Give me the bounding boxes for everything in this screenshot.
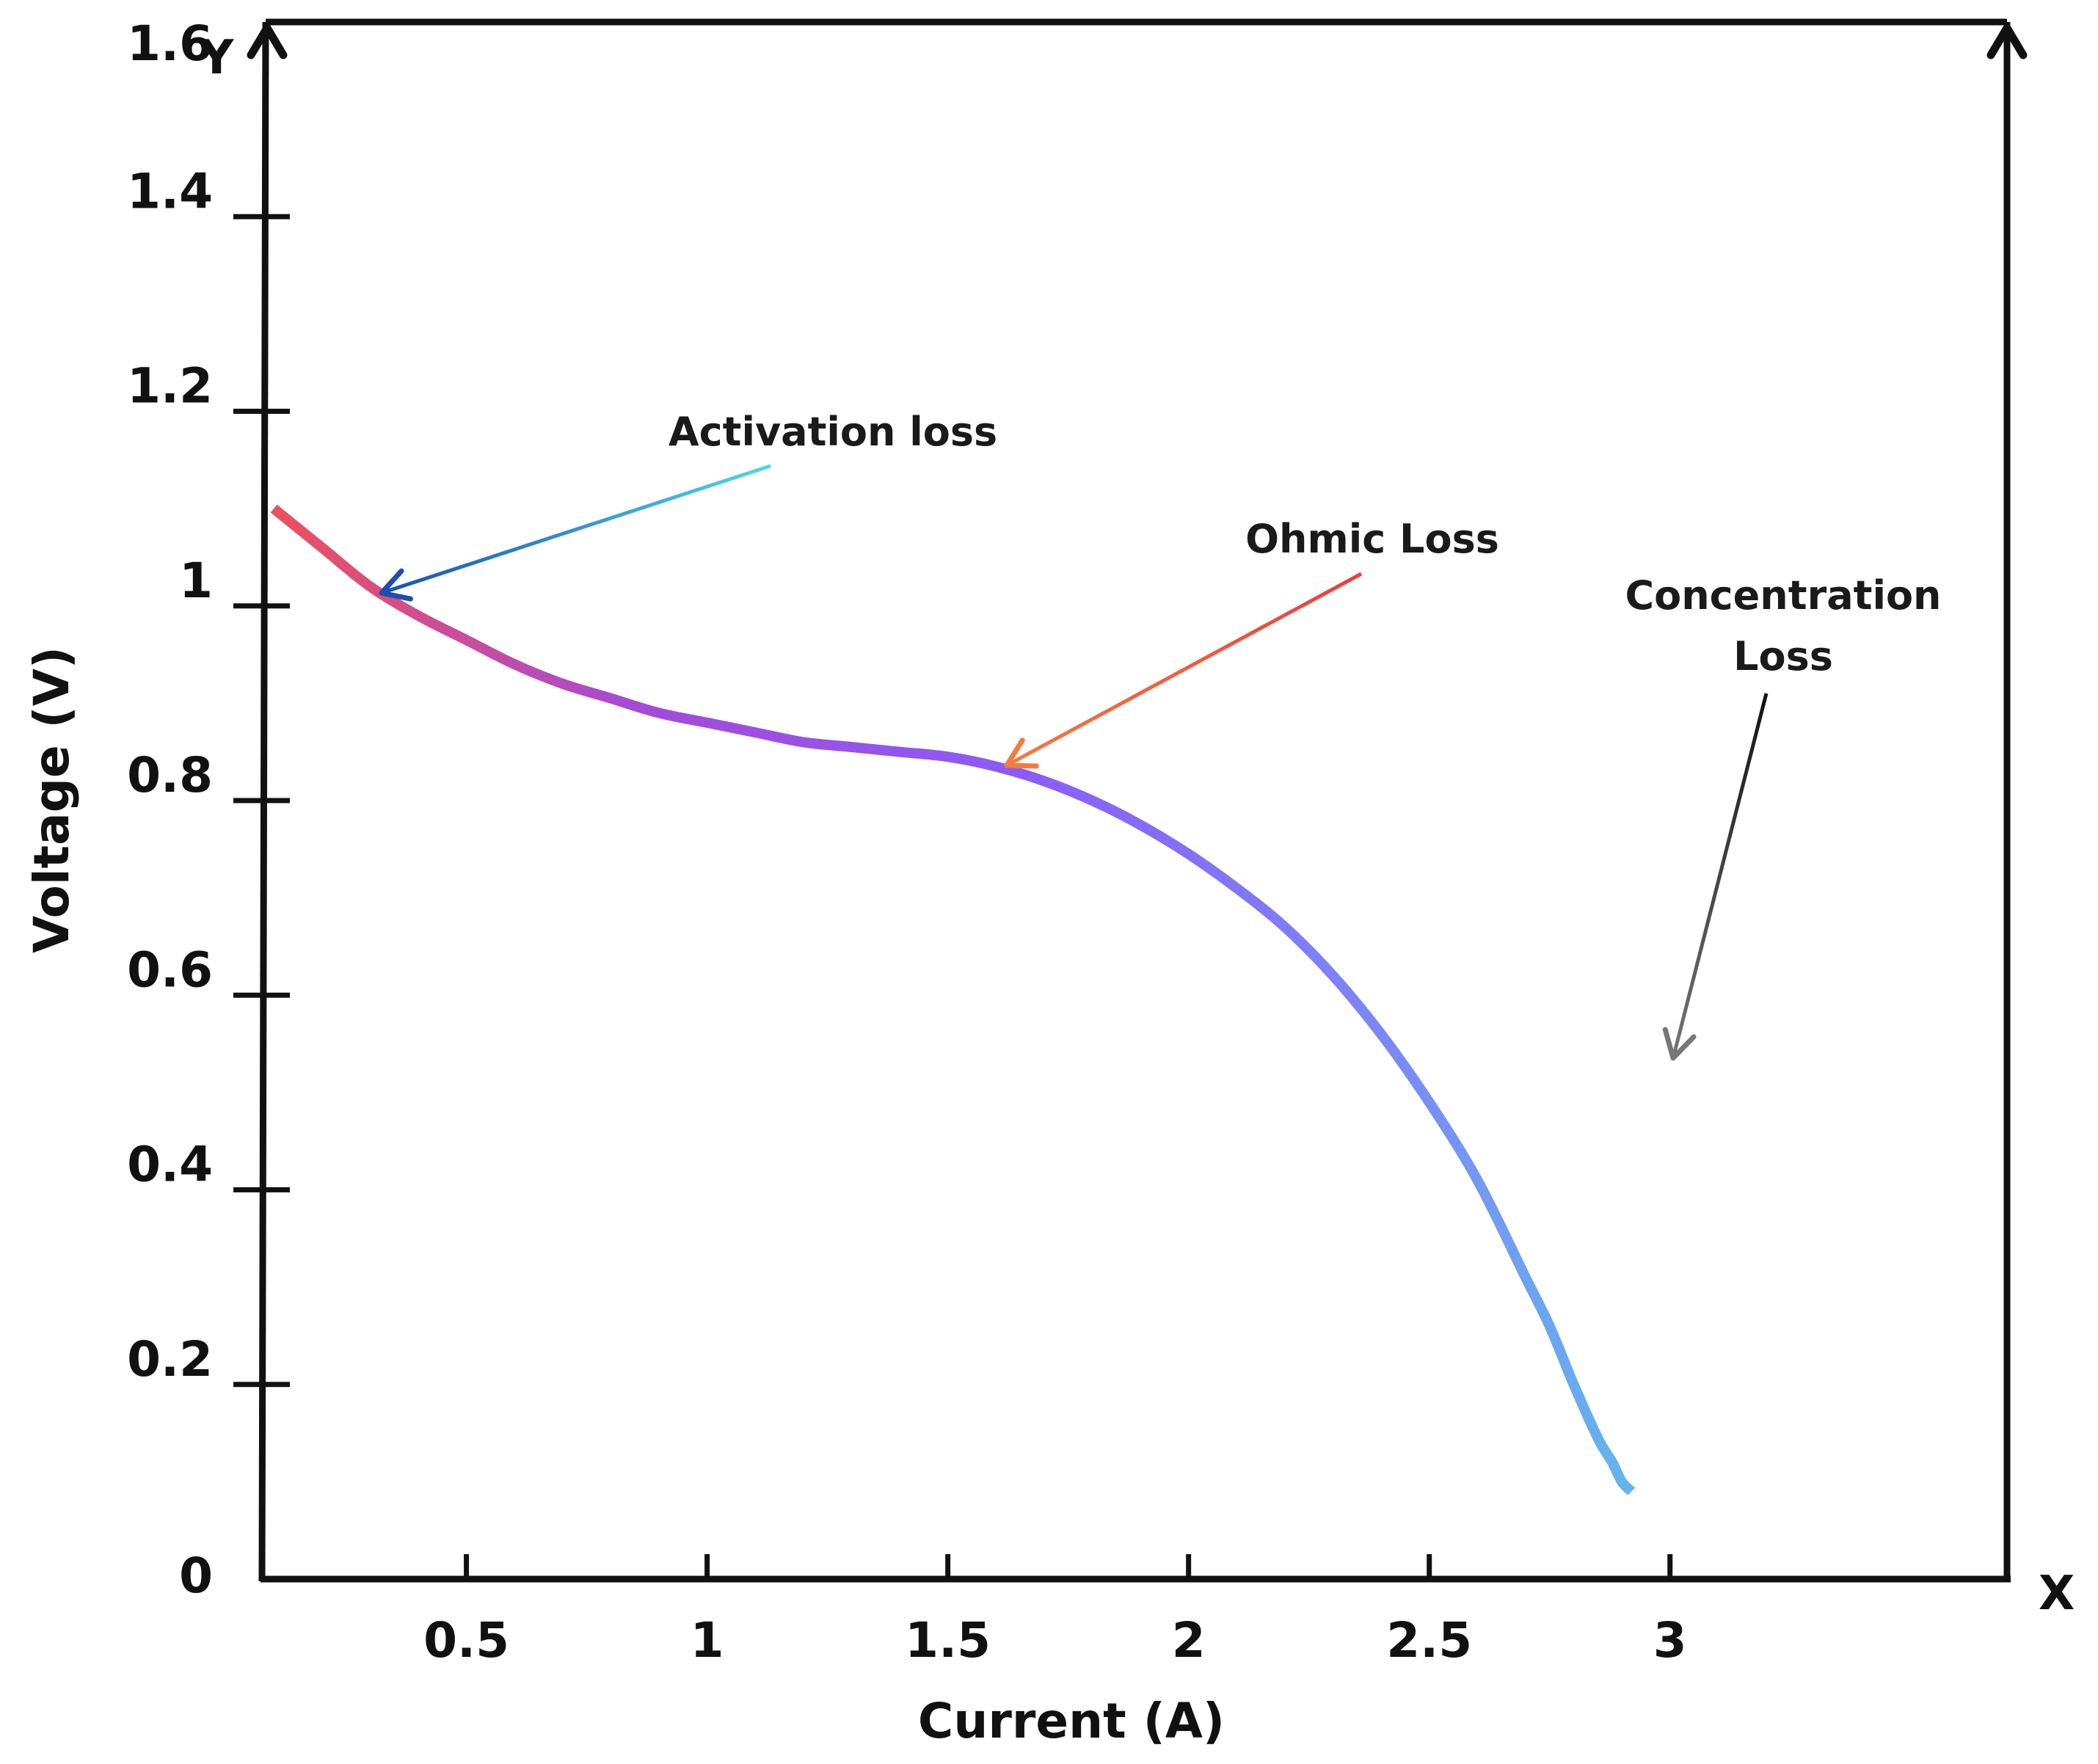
right-axis-arrowhead <box>1986 23 2028 59</box>
annotation-concentration-text-line2: Loss <box>1733 633 1833 679</box>
x-axis-letter: X <box>2039 1567 2075 1621</box>
y-tick-label: 1.4 <box>127 163 213 219</box>
y-axis-letter: Y <box>199 31 234 85</box>
x-tick-label: 0.5 <box>423 1612 509 1669</box>
annotation-ohmic-arrow <box>1004 572 1363 769</box>
annotation-concentration-arrow <box>1662 693 1769 1061</box>
annotation-ohmic-text: Ohmic Loss <box>1245 516 1499 562</box>
series-line-polarization-curve <box>270 504 1636 1495</box>
x-axis-ticks: 0.5 1 1.5 2 2.5 3 <box>423 1554 1687 1669</box>
annotation-concentration-loss: Concentration Loss <box>1625 572 1942 1061</box>
y-tick-label: 0.2 <box>127 1331 213 1388</box>
y-tick-label: 1 <box>179 553 213 609</box>
y-tick-label: 0.8 <box>127 747 213 803</box>
annotation-concentration-text-line1: Concentration <box>1625 572 1942 619</box>
y-tick-label: 0.6 <box>127 941 213 998</box>
x-axis-title: Current (A) <box>918 1693 1225 1749</box>
y-axis-ticks: 0 0.2 0.4 0.6 0.8 1 1.2 1.4 1.6 <box>127 15 290 1604</box>
x-tick-label: 1 <box>691 1612 724 1669</box>
y-axis-title: Voltage (V) <box>23 646 80 953</box>
x-tick-label: 3 <box>1653 1612 1687 1669</box>
x-tick-label: 2 <box>1172 1612 1206 1669</box>
y-tick-label: 0.4 <box>127 1137 213 1193</box>
x-tick-label: 2.5 <box>1386 1612 1472 1669</box>
annotation-activation-loss: Activation loss <box>379 409 997 602</box>
y-tick-label: 1.6 <box>127 15 213 72</box>
annotation-activation-arrow <box>379 464 771 602</box>
annotation-ohmic-loss: Ohmic Loss <box>1004 516 1499 769</box>
y-tick-label: 0 <box>179 1548 213 1604</box>
y-tick-label: 1.2 <box>127 358 213 415</box>
y-axis-arrowhead <box>247 23 288 59</box>
annotation-activation-text: Activation loss <box>669 409 997 455</box>
series-layer <box>270 504 1636 1495</box>
x-tick-label: 1.5 <box>905 1612 991 1669</box>
